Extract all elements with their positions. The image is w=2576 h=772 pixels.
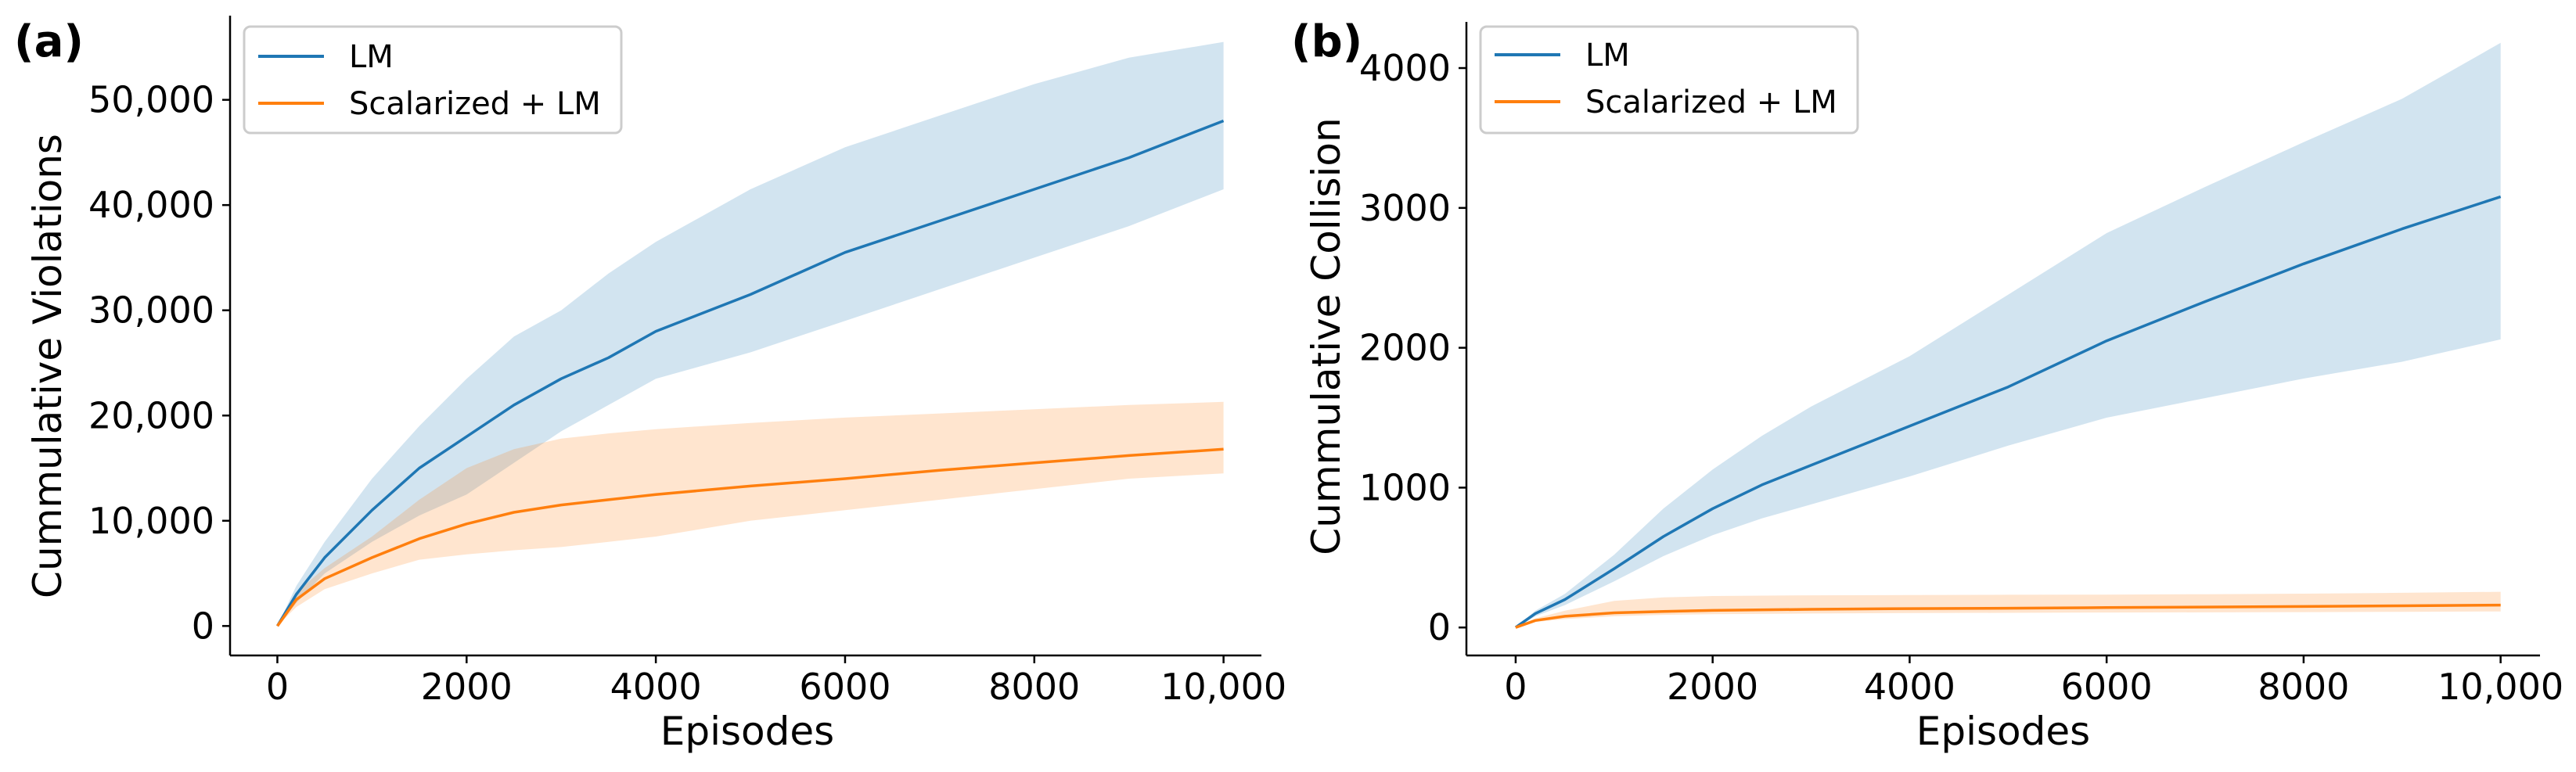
panel-a-legend: LM Scalarized + LM xyxy=(243,25,623,135)
panel-a-x-tick-label: 10,000 xyxy=(1160,666,1286,708)
panel-a-legend-label-lm: LM xyxy=(349,39,394,75)
panel-a-y-tick-label: 50,000 xyxy=(88,79,214,121)
panel-a-line-scalarized-lm xyxy=(276,447,1224,627)
panel-a-x-tick-label: 8000 xyxy=(988,666,1080,708)
panel-a-x-tick-label: 4000 xyxy=(610,666,702,708)
panel-b-line-scalarized-lm xyxy=(1515,603,2501,629)
panel-b-legend-label-lm: LM xyxy=(1585,38,1630,74)
panel-a-x-tick-label: 2000 xyxy=(421,666,513,708)
panel-b-x-tick-label: 4000 xyxy=(1864,666,1955,708)
panel-b: (b) 0 2000 4000 6000 8000 10,000 0 1000 2000 3000… xyxy=(1291,16,2563,754)
panel-b-y-tick-label: 2000 xyxy=(1359,327,1451,369)
panel-b-y-tick-label: 0 xyxy=(1428,606,1451,648)
panel-b-legend-label-scalarized: Scalarized + LM xyxy=(1585,84,1837,120)
panel-b-y-tick-label: 1000 xyxy=(1359,466,1451,508)
panel-b-y-tick-label: 3000 xyxy=(1359,187,1451,229)
panel-a-y-tick-label: 40,000 xyxy=(88,184,214,226)
panel-b-x-tick-label: 6000 xyxy=(2061,666,2153,708)
panel-b-legend: LM Scalarized + LM xyxy=(1479,25,1859,135)
panel-a-legend-frame xyxy=(243,25,623,135)
panel-a-band-lm xyxy=(277,41,1224,627)
panel-a-ylabel: Cummulative Violations xyxy=(25,134,70,598)
panel-b-x-tick-label: 0 xyxy=(1504,666,1527,708)
panel-b-x-tick-label: 10,000 xyxy=(2437,666,2563,708)
panel-a-legend-label-scalarized: Scalarized + LM xyxy=(349,86,601,122)
panel-a-x-tick-label: 0 xyxy=(266,666,289,708)
panel-b-xlabel: Episodes xyxy=(1916,709,2090,754)
panel-b-x-tick-label: 2000 xyxy=(1667,666,1758,708)
panel-a-label: (a) xyxy=(14,16,84,67)
panel-b-x-tick-label: 8000 xyxy=(2258,666,2349,708)
panel-a-xlabel: Episodes xyxy=(660,709,834,754)
panel-b-legend-frame xyxy=(1479,25,1859,135)
panel-b-line-lm xyxy=(1514,195,2502,629)
panel-a-y-tick-label: 10,000 xyxy=(88,500,214,542)
panel-a-line-lm xyxy=(275,119,1225,627)
panel-a-x-tick-label: 6000 xyxy=(799,666,890,708)
panel-a-y-tick-label: 0 xyxy=(192,605,214,647)
panel-a-band-scalarized-lm xyxy=(277,401,1224,627)
panel-b-band-scalarized-lm xyxy=(1515,591,2501,628)
panel-b-ylabel: Cummulative Collision xyxy=(1304,117,1349,555)
panel-a-y-tick-label: 20,000 xyxy=(88,394,214,436)
panel-a: (a) 0 2000 4000 6000 8000 10,000 0 10,000 20,000… xyxy=(14,16,1286,754)
panel-b-y-tick-label: 4000 xyxy=(1359,47,1451,89)
panel-b-band-lm xyxy=(1515,42,2501,628)
panel-a-y-tick-label: 30,000 xyxy=(88,289,214,332)
panel-b-label: (b) xyxy=(1291,16,1362,67)
